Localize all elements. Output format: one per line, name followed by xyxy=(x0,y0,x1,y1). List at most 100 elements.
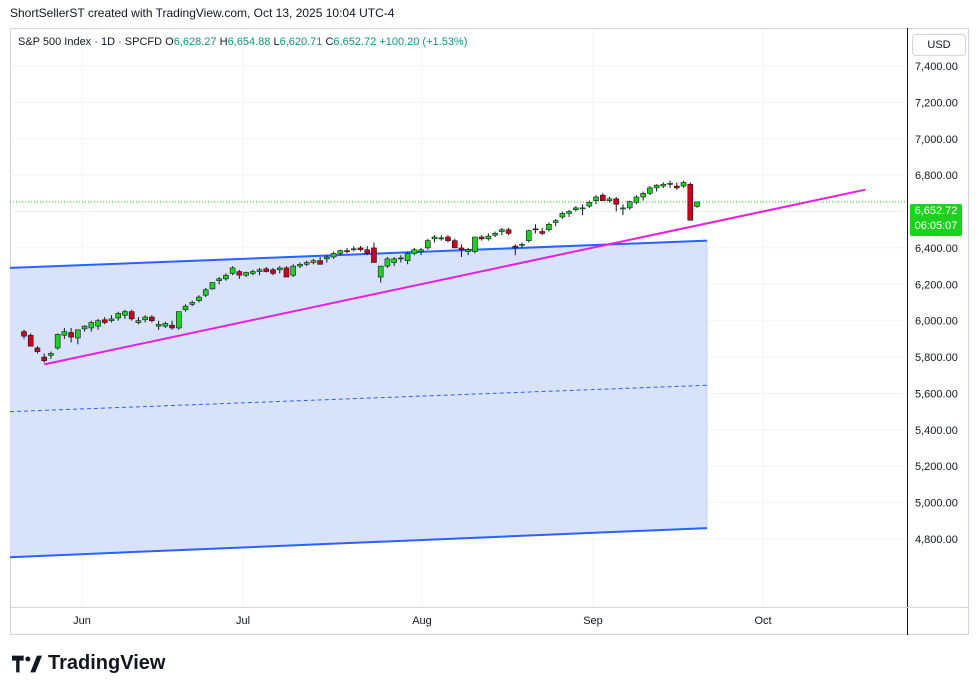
candle-body xyxy=(586,202,593,207)
candle-body xyxy=(431,236,438,240)
candle-body xyxy=(27,334,34,347)
candle-body xyxy=(398,257,404,260)
ohlc-legend: S&P 500 Index · 1D · SPCFD O6,628.27 H6,… xyxy=(18,36,467,48)
candle-body xyxy=(478,236,485,240)
candle-body xyxy=(236,271,243,276)
candle-body xyxy=(68,332,74,338)
candle-body xyxy=(371,247,377,263)
tradingview-logo[interactable]: TradingView xyxy=(12,652,165,675)
candle-body xyxy=(270,269,276,274)
candle-body xyxy=(283,267,290,278)
candle-body xyxy=(209,282,216,290)
candle-body xyxy=(667,183,673,185)
y-tick-label: 6,200.00 xyxy=(915,279,958,291)
candle-body xyxy=(472,236,478,252)
candle-body xyxy=(196,296,202,301)
x-tick-label: Jun xyxy=(73,615,91,627)
candle-body xyxy=(633,196,640,203)
candle-body xyxy=(303,262,310,265)
y-tick-label: 6,000.00 xyxy=(915,316,958,328)
last-price-tag: 6,652.72 06:05:07 xyxy=(910,204,962,236)
x-tick-label: Aug xyxy=(412,615,432,627)
candle-body xyxy=(202,289,209,296)
candle-body xyxy=(297,263,303,267)
last-price-value: 6,652.72 xyxy=(914,205,958,217)
y-tick-label: 7,000.00 xyxy=(915,134,958,146)
open-label: O xyxy=(165,36,174,48)
candle-body xyxy=(552,220,559,223)
candle-body xyxy=(404,253,411,261)
candle-body xyxy=(626,201,633,209)
candle-body xyxy=(451,240,458,249)
candle-body xyxy=(350,248,357,251)
candle-body xyxy=(613,198,620,205)
y-tick-label: 5,800.00 xyxy=(915,352,958,364)
trendline xyxy=(43,188,866,366)
candle-body xyxy=(519,243,525,246)
candle-body xyxy=(579,207,586,210)
candle-body xyxy=(216,278,222,281)
channel-fill xyxy=(10,240,707,558)
candle-body xyxy=(391,258,397,263)
candle-body xyxy=(48,353,54,356)
channel-mid-line xyxy=(9,384,708,413)
candle-body xyxy=(377,265,384,278)
currency-button[interactable]: USD xyxy=(912,34,966,56)
candle-body xyxy=(458,247,465,251)
candle-body xyxy=(539,231,546,234)
candle-body xyxy=(175,311,182,329)
y-tick-label: 7,200.00 xyxy=(915,97,958,109)
candle-body xyxy=(674,185,680,189)
candle-body xyxy=(115,313,122,319)
candle-body xyxy=(142,316,148,321)
candle-body xyxy=(566,211,572,214)
candle-body xyxy=(546,223,552,231)
brand-label: TradingView xyxy=(48,652,166,674)
change-value: +100.20 (+1.53%) xyxy=(379,36,468,48)
high-value: 6,654.88 xyxy=(227,36,271,48)
candle-body xyxy=(525,230,532,241)
candle-body xyxy=(330,253,337,258)
y-tick-label: 7,400.00 xyxy=(915,61,958,73)
countdown-value: 06:05:07 xyxy=(914,220,958,232)
candle-body xyxy=(653,184,660,189)
candle-body xyxy=(694,201,700,207)
candle-body xyxy=(88,322,95,329)
candle-body xyxy=(647,187,653,194)
candle-body xyxy=(243,272,249,276)
candle-body xyxy=(438,237,445,240)
candle-body xyxy=(135,320,142,323)
candle-body xyxy=(189,302,196,305)
candle-body xyxy=(155,324,162,327)
symbol-label[interactable]: S&P 500 Index · 1D · SPCFD xyxy=(18,36,163,48)
candle-body xyxy=(229,267,236,274)
candle-body xyxy=(149,316,155,321)
candle-body xyxy=(660,183,667,187)
candle-body xyxy=(680,182,687,187)
y-tick-label: 5,600.00 xyxy=(915,388,958,400)
candle-body xyxy=(620,207,626,210)
candle-body xyxy=(499,229,505,232)
y-tick-label: 5,200.00 xyxy=(915,461,958,473)
candle-body xyxy=(593,196,599,201)
candle-body xyxy=(337,250,344,254)
candle-body xyxy=(169,324,175,329)
close-label: C xyxy=(325,36,334,48)
candle-body xyxy=(223,274,229,280)
attribution-text: ShortSellerST created with TradingView.c… xyxy=(10,6,395,20)
candle-body xyxy=(532,228,539,231)
open-value: 6,628.27 xyxy=(173,36,217,48)
x-tick-label: Oct xyxy=(754,615,771,627)
candle-body xyxy=(276,267,283,271)
candle-body xyxy=(250,271,256,274)
candle-body xyxy=(61,331,68,336)
candle-body xyxy=(512,245,519,249)
candle-body xyxy=(445,236,451,241)
candle-body xyxy=(364,249,371,254)
x-tick-label: Jul xyxy=(236,615,250,627)
candle-body xyxy=(687,183,694,221)
candle-body xyxy=(344,250,350,252)
candle-body xyxy=(122,311,128,316)
y-tick-label: 4,800.00 xyxy=(915,534,958,546)
